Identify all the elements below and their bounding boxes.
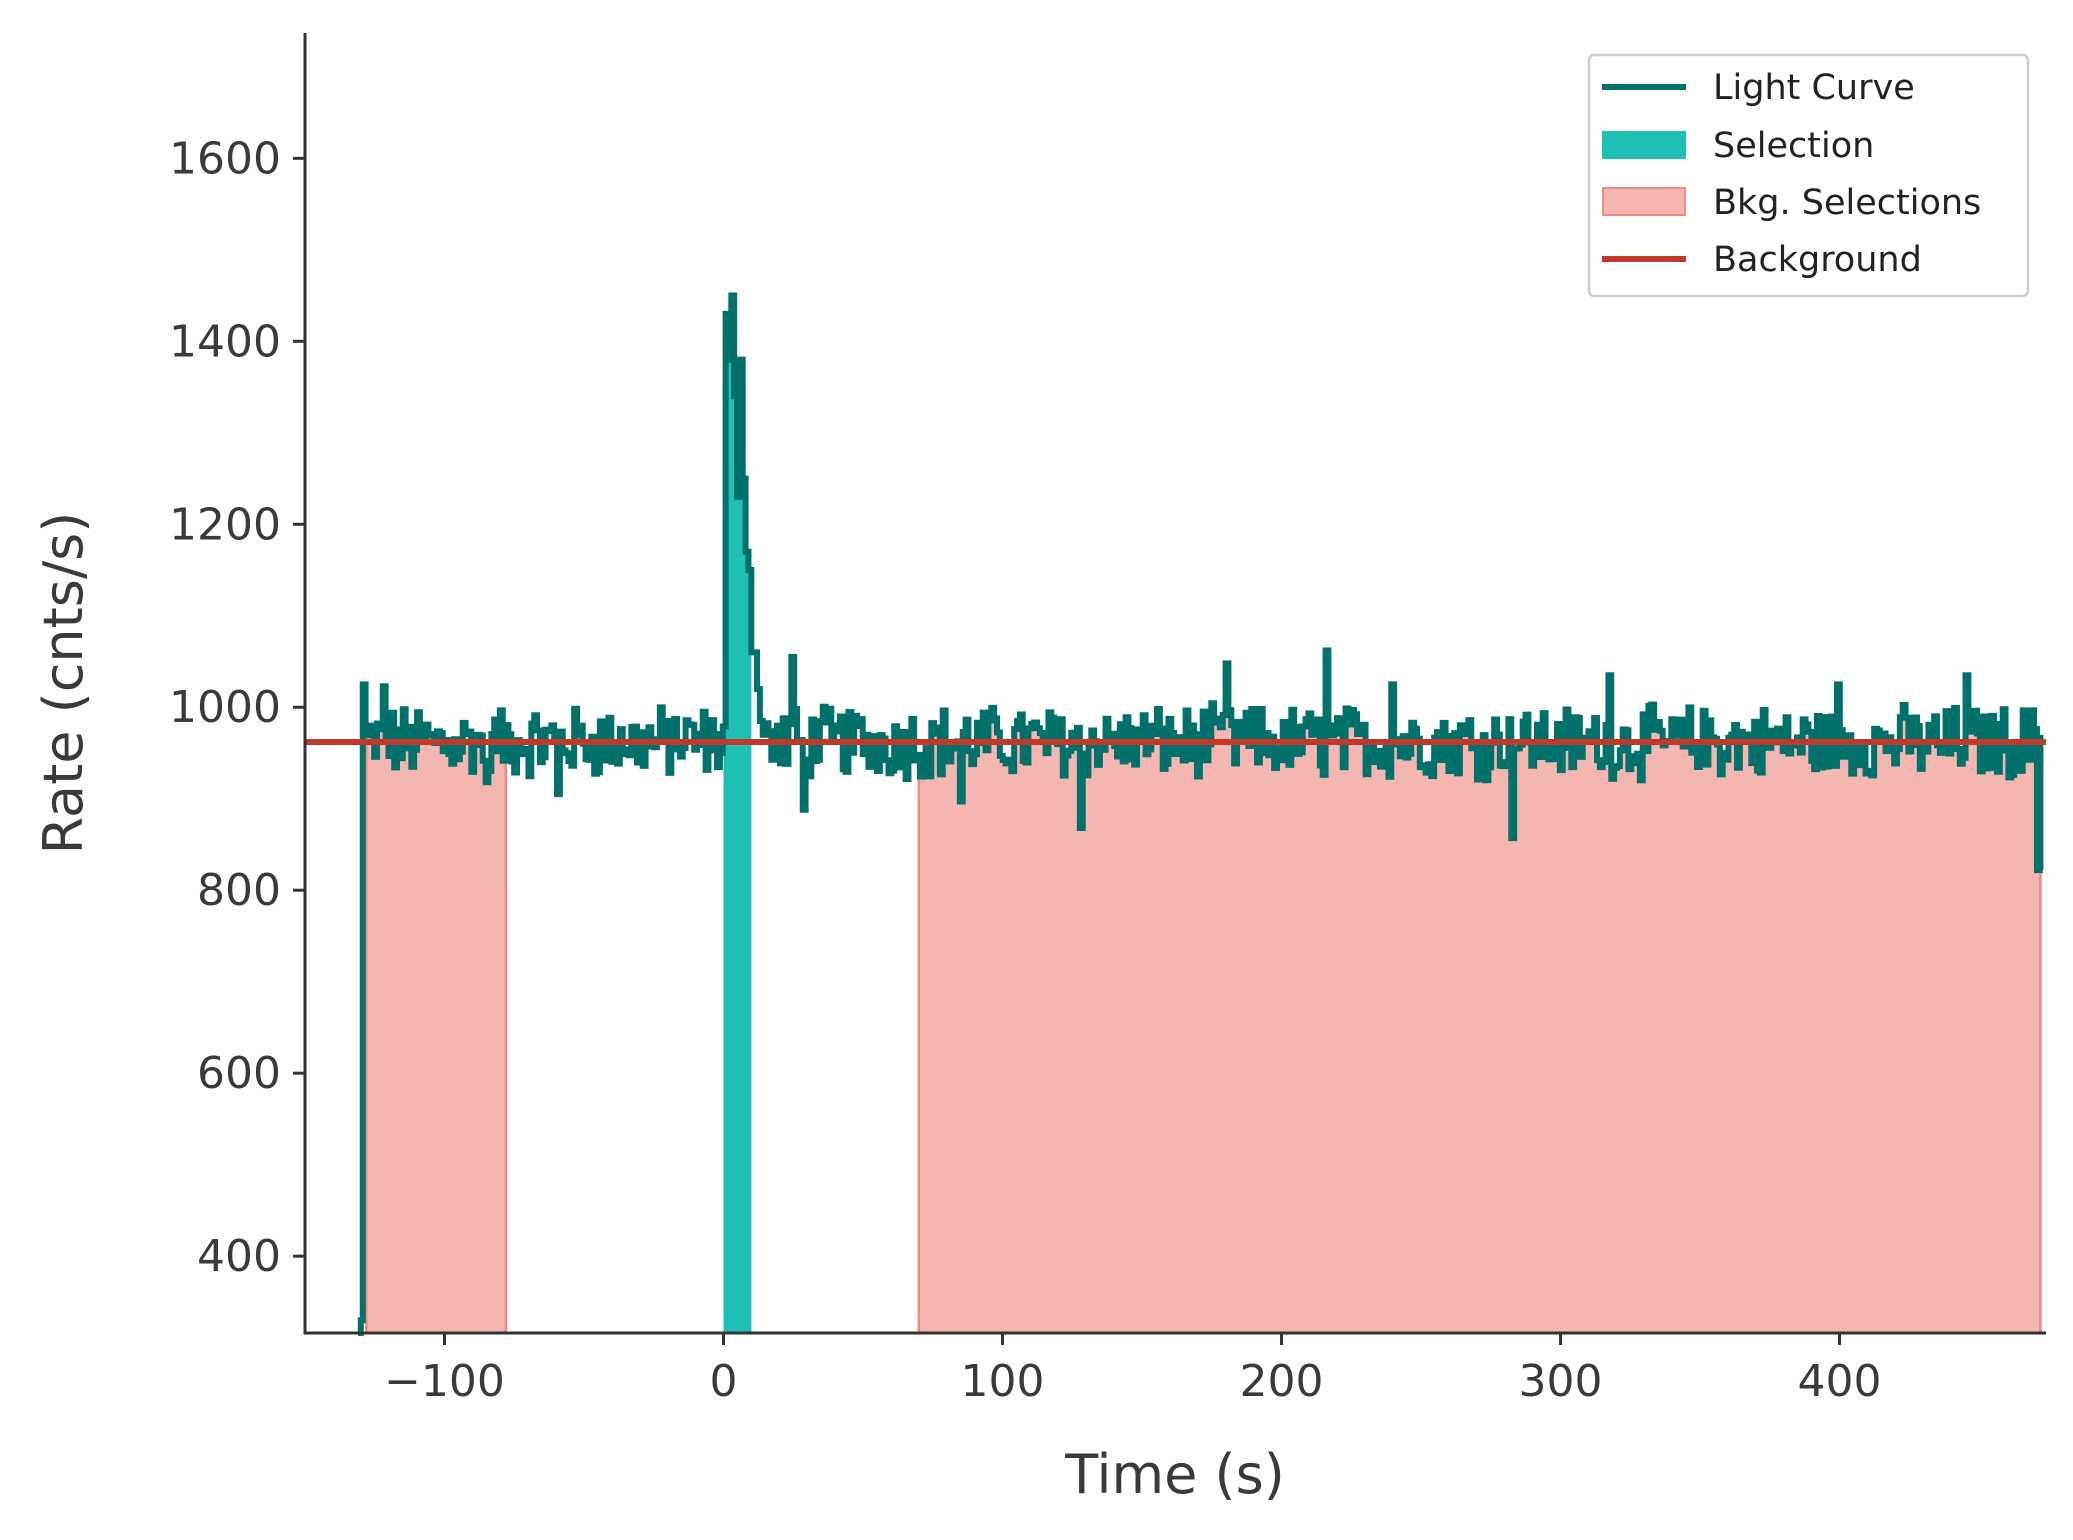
y-tick-label: 1000 (169, 682, 281, 733)
legend-label-light-curve: Light Curve (1713, 68, 1915, 108)
legend-swatch-selection (1602, 131, 1686, 159)
y-tick-label: 1600 (169, 133, 281, 184)
legend: Light Curve Selection Bkg. Selections Ba… (1587, 53, 2030, 298)
y-tick-label: 800 (197, 865, 281, 916)
y-tick-label: 600 (197, 1048, 281, 1099)
selection-region (723, 295, 752, 1333)
y-axis-ticks: 400 600 800 1000 1200 1400 1600 (169, 133, 305, 1282)
axes (303, 33, 2046, 1335)
x-axis-title: Time (s) (1064, 1443, 1285, 1506)
legend-label-bkg-selections: Bkg. Selections (1713, 183, 1981, 223)
legend-swatch-bkg-selections (1602, 187, 1686, 216)
y-axis-title: Rate (cnts/s) (32, 512, 95, 855)
legend-label-selection: Selection (1713, 126, 1874, 166)
x-tick-label: 0 (710, 1356, 738, 1407)
y-tick-label: 400 (197, 1231, 281, 1282)
selection-region-area (723, 295, 752, 1333)
x-tick-label: 200 (1240, 1356, 1324, 1407)
y-tick-label: 1200 (169, 499, 281, 550)
x-tick-label: 100 (961, 1356, 1045, 1407)
y-tick-label: 1400 (169, 316, 281, 367)
x-tick-label: −100 (384, 1356, 505, 1407)
legend-box (1587, 53, 2030, 298)
legend-label-background: Background (1713, 240, 1922, 280)
x-axis-ticks: −100 0 100 200 300 400 (384, 1333, 1882, 1407)
x-tick-label: 400 (1798, 1356, 1882, 1407)
x-tick-label: 300 (1519, 1356, 1603, 1407)
